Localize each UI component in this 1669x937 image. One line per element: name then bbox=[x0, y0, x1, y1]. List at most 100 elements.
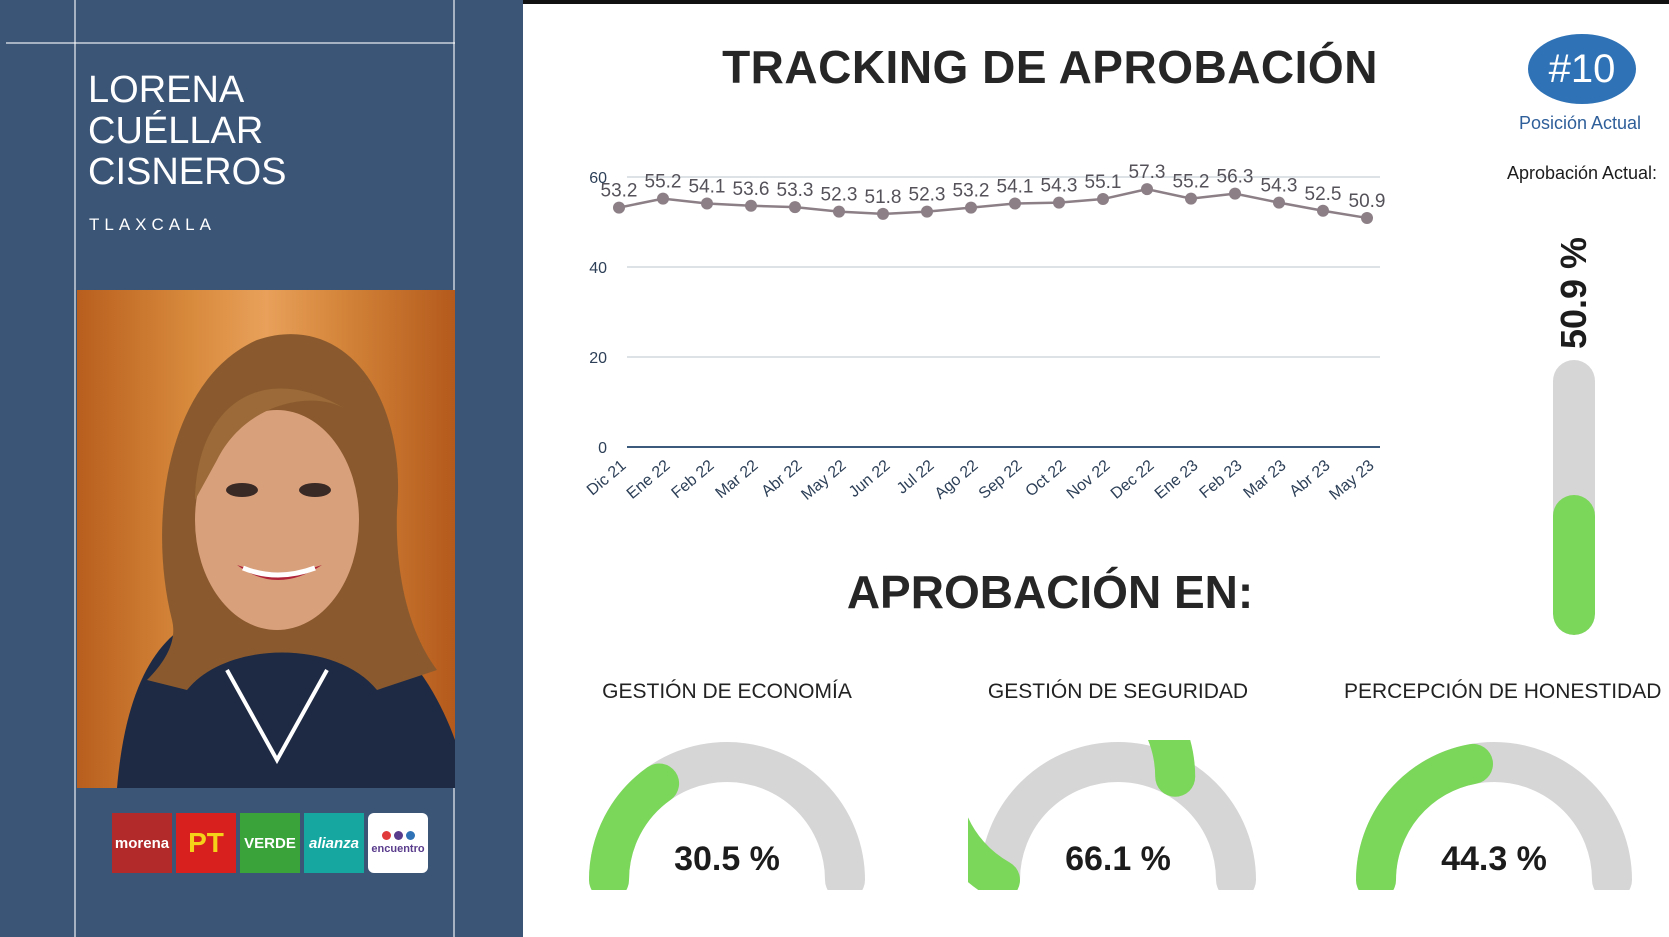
candidate-name-line: CISNEROS bbox=[88, 151, 287, 193]
data-point bbox=[657, 192, 669, 205]
logo-alianza: alianza bbox=[304, 813, 364, 873]
data-point bbox=[701, 197, 713, 210]
x-tick-label: Abr 22 bbox=[759, 457, 806, 500]
logo-pt: PT bbox=[176, 813, 236, 873]
portrait-illustration bbox=[117, 334, 455, 788]
series-line bbox=[618, 187, 1368, 220]
logo-encuentro-text: encuentro bbox=[371, 843, 425, 855]
current-approval-bar bbox=[1553, 360, 1595, 635]
candidate-sidebar: LORENA CUÉLLAR CISNEROS TLAXCALA morena … bbox=[0, 0, 523, 937]
gauge-fill bbox=[589, 763, 680, 890]
sidebar-divider-top bbox=[6, 42, 455, 44]
candidate-name-line: LORENA bbox=[88, 69, 245, 111]
data-point bbox=[1229, 187, 1241, 200]
data-label: 52.5 bbox=[1305, 184, 1342, 205]
gauge-value: 66.1 % bbox=[1065, 840, 1171, 878]
logo-morena: morena bbox=[112, 813, 172, 873]
gauge-economia: GESTIÓN DE ECONOMÍA 30.5 % bbox=[577, 680, 877, 890]
data-label: 51.8 bbox=[865, 187, 902, 208]
data-point bbox=[789, 201, 801, 214]
y-tick-label: 20 bbox=[589, 350, 607, 367]
data-label: 54.3 bbox=[1041, 176, 1078, 197]
x-tick-label: Oct 22 bbox=[1023, 457, 1070, 500]
x-tick-label: Feb 23 bbox=[1196, 457, 1245, 502]
gauge-track bbox=[980, 742, 1256, 890]
gauge-label: PERCEPCIÓN DE HONESTIDAD bbox=[1344, 680, 1662, 703]
data-label: 52.3 bbox=[909, 185, 946, 206]
top-border bbox=[0, 0, 1669, 4]
data-label: 53.6 bbox=[733, 179, 770, 200]
y-tick-label: 60 bbox=[589, 170, 607, 187]
data-point bbox=[1053, 196, 1065, 209]
gauge-fill bbox=[1356, 743, 1493, 890]
logo-encuentro-social: encuentro bbox=[368, 813, 428, 873]
data-label: 54.3 bbox=[1261, 176, 1298, 197]
logo-pt-text: PT bbox=[188, 827, 224, 858]
x-tick-label: Abr 23 bbox=[1287, 457, 1334, 500]
data-point bbox=[1317, 204, 1329, 217]
x-tick-label: May 23 bbox=[1326, 457, 1377, 504]
x-tick-label: Sep 22 bbox=[976, 457, 1026, 503]
current-approval-bar-fill bbox=[1553, 495, 1595, 635]
encuentro-dots-icon bbox=[381, 831, 415, 840]
logo-verde-text: VERDE bbox=[244, 834, 296, 852]
data-label: 57.3 bbox=[1129, 162, 1166, 183]
candidate-state: TLAXCALA bbox=[89, 215, 216, 234]
current-approval-label: Aprobación Actual: bbox=[1506, 163, 1658, 183]
data-point bbox=[965, 201, 977, 214]
x-tick-label: Mar 23 bbox=[1240, 457, 1289, 502]
y-tick-label: 40 bbox=[589, 260, 607, 277]
data-point bbox=[1141, 183, 1153, 196]
x-tick-label: Jul 22 bbox=[894, 457, 938, 498]
gauge-label: GESTIÓN DE SEGURIDAD bbox=[987, 680, 1249, 703]
x-tick-label: Feb 22 bbox=[668, 457, 717, 502]
gauge-arc bbox=[1356, 742, 1632, 890]
data-point bbox=[1009, 197, 1021, 210]
candidate-photo bbox=[77, 290, 455, 788]
gauge-honestidad: PERCEPCIÓN DE HONESTIDAD 44.3 % bbox=[1344, 680, 1662, 890]
section-title: APROBACIÓN EN: bbox=[846, 566, 1254, 618]
rank-label: Posición Actual bbox=[1518, 113, 1642, 133]
data-point bbox=[877, 207, 889, 220]
x-tick-label: Ago 22 bbox=[932, 457, 982, 503]
sidebar-divider-left bbox=[74, 0, 76, 937]
x-tick-label: Dec 22 bbox=[1108, 457, 1158, 503]
gauge-seguridad: GESTIÓN DE SEGURIDAD 66.1 % bbox=[968, 680, 1268, 890]
data-point bbox=[1097, 193, 1109, 206]
data-label: 53.2 bbox=[601, 181, 638, 202]
x-tick-label: Dic 21 bbox=[584, 457, 630, 499]
gauge-value: 30.5 % bbox=[674, 840, 780, 878]
y-tick-label: 0 bbox=[598, 440, 607, 457]
x-tick-label: Ene 23 bbox=[1152, 457, 1202, 503]
data-label: 55.2 bbox=[645, 172, 682, 193]
logo-morena-text: morena bbox=[114, 834, 170, 852]
data-label: 53.2 bbox=[953, 181, 990, 202]
data-label: 53.3 bbox=[777, 180, 814, 201]
logo-alianza-text: alianza bbox=[308, 834, 360, 852]
gauge-arc bbox=[968, 740, 1256, 890]
x-tick-label: Nov 22 bbox=[1064, 457, 1114, 503]
party-logos: morena PT VERDE alianza encuentro bbox=[112, 813, 428, 873]
candidate-name: LORENA CUÉLLAR CISNEROS bbox=[88, 70, 286, 193]
data-label: 54.1 bbox=[997, 177, 1034, 198]
data-point bbox=[745, 199, 757, 212]
data-point bbox=[613, 201, 625, 214]
x-tick-label: May 22 bbox=[798, 457, 849, 504]
gauge-label: GESTIÓN DE ECONOMÍA bbox=[602, 680, 852, 703]
approval-line-chart: 0 20 40 60 53.2 55.2 54.1 53.6 53.3 52.3 51.8 52.3… bbox=[584, 162, 1386, 504]
logo-verde: VERDE bbox=[240, 813, 300, 873]
data-label: 56.3 bbox=[1217, 167, 1254, 188]
data-label: 52.3 bbox=[821, 185, 858, 206]
x-tick-label: Ene 22 bbox=[624, 457, 674, 503]
page-title: TRACKING DE APROBACIÓN bbox=[722, 41, 1378, 93]
current-approval-text: 50.9 % bbox=[1553, 236, 1594, 350]
data-label: 55.1 bbox=[1085, 172, 1122, 193]
gauge-arc bbox=[589, 742, 865, 890]
gauge-value: 44.3 % bbox=[1441, 840, 1547, 878]
data-point bbox=[1185, 192, 1197, 205]
data-label: 55.2 bbox=[1173, 172, 1210, 193]
data-point bbox=[1273, 196, 1285, 209]
x-tick-label: Jun 22 bbox=[846, 457, 894, 501]
data-point bbox=[833, 205, 845, 218]
x-tick-label: Mar 22 bbox=[712, 457, 761, 502]
